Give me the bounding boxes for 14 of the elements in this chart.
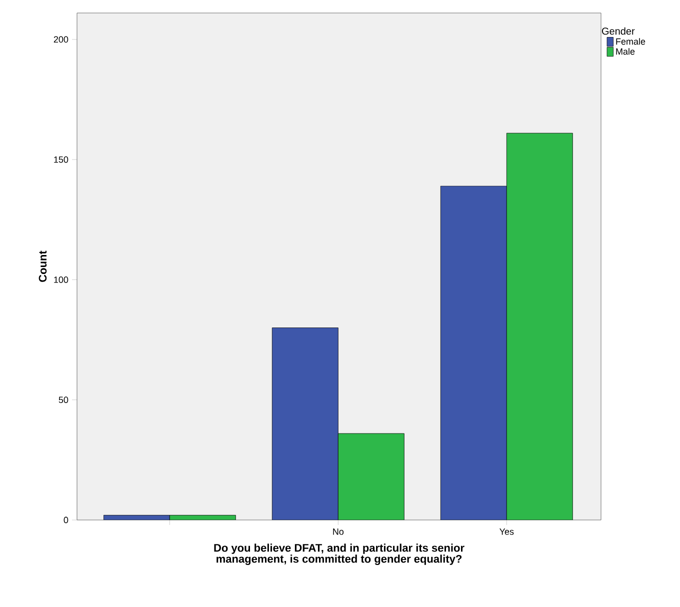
- y-tick-label: 100: [54, 276, 68, 283]
- legend-title: Gender: [602, 27, 635, 35]
- y-tick-label: 200: [54, 36, 68, 43]
- y-tick-label: 0: [64, 516, 68, 524]
- legend-label: Male: [616, 48, 635, 55]
- y-tick-label: 50: [58, 396, 68, 404]
- y-axis-title: Count: [38, 250, 47, 282]
- y-tick-label: 150: [54, 156, 68, 163]
- bar: [338, 433, 404, 520]
- x-tick-label: No: [333, 528, 344, 535]
- legend-label: Female: [616, 38, 646, 45]
- x-axis-title: Do you believe DFAT, and in particular its senior management, is committed to gender equality?: [214, 544, 464, 565]
- bar: [506, 132, 573, 520]
- x-tick-label: Yes: [500, 528, 514, 535]
